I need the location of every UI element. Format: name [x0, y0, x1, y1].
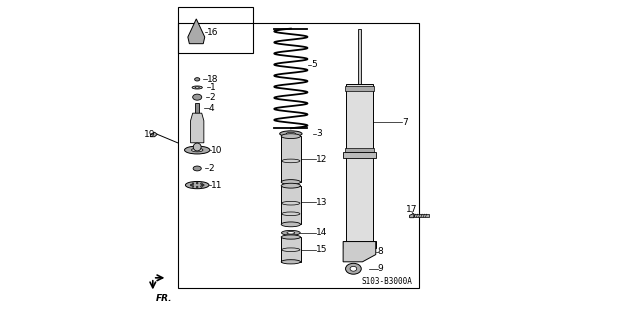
Circle shape [196, 186, 198, 188]
Text: FR.: FR. [156, 293, 172, 302]
Text: 5: 5 [311, 60, 317, 69]
Text: 19: 19 [144, 130, 156, 139]
Bar [343, 241, 376, 248]
Text: 10: 10 [211, 146, 223, 155]
Ellipse shape [281, 230, 300, 235]
Bar [178, 22, 419, 288]
Ellipse shape [192, 86, 202, 89]
Ellipse shape [195, 87, 199, 88]
Bar [281, 237, 301, 262]
Ellipse shape [345, 263, 361, 274]
Polygon shape [343, 242, 376, 262]
Text: 15: 15 [316, 245, 327, 254]
Bar [281, 136, 301, 182]
Bar [343, 152, 376, 158]
Bar [346, 84, 373, 242]
Circle shape [192, 183, 194, 185]
Ellipse shape [281, 260, 301, 264]
Ellipse shape [281, 134, 301, 139]
Ellipse shape [350, 266, 356, 271]
Circle shape [196, 182, 198, 184]
Text: 14: 14 [316, 228, 327, 237]
Bar [281, 186, 301, 224]
Text: 7: 7 [402, 118, 407, 127]
Bar [178, 7, 253, 53]
Text: 2: 2 [209, 93, 215, 102]
Ellipse shape [186, 181, 209, 189]
Text: 9: 9 [378, 264, 383, 273]
Bar [345, 148, 374, 152]
Bar [358, 28, 361, 151]
Text: S103-B3000A: S103-B3000A [362, 277, 412, 286]
Ellipse shape [286, 132, 296, 135]
Ellipse shape [193, 94, 202, 100]
Polygon shape [150, 132, 157, 137]
Text: 18: 18 [207, 75, 219, 84]
Text: 3: 3 [316, 129, 322, 138]
Ellipse shape [281, 235, 301, 239]
Text: 2: 2 [209, 164, 214, 173]
Text: 17: 17 [406, 205, 417, 214]
Ellipse shape [193, 166, 201, 171]
Ellipse shape [279, 131, 302, 137]
Bar [414, 214, 429, 217]
Text: 1: 1 [210, 83, 216, 92]
Ellipse shape [281, 183, 301, 188]
Circle shape [190, 184, 192, 186]
Bar [196, 103, 199, 113]
Ellipse shape [281, 222, 301, 227]
Text: 4: 4 [209, 104, 215, 113]
Text: 16: 16 [207, 28, 219, 37]
Ellipse shape [281, 180, 301, 184]
Polygon shape [410, 213, 414, 218]
Polygon shape [188, 19, 205, 44]
Text: 13: 13 [316, 198, 327, 207]
Bar [345, 86, 374, 91]
Text: 12: 12 [316, 155, 327, 164]
Circle shape [192, 186, 194, 187]
Ellipse shape [184, 146, 210, 154]
Ellipse shape [194, 78, 200, 81]
Circle shape [202, 184, 204, 186]
Text: 11: 11 [211, 180, 223, 189]
Ellipse shape [193, 143, 201, 151]
Polygon shape [191, 113, 204, 143]
Ellipse shape [287, 232, 295, 234]
Ellipse shape [191, 148, 203, 152]
Text: 8: 8 [378, 247, 383, 256]
Circle shape [201, 183, 202, 185]
Circle shape [201, 186, 202, 187]
